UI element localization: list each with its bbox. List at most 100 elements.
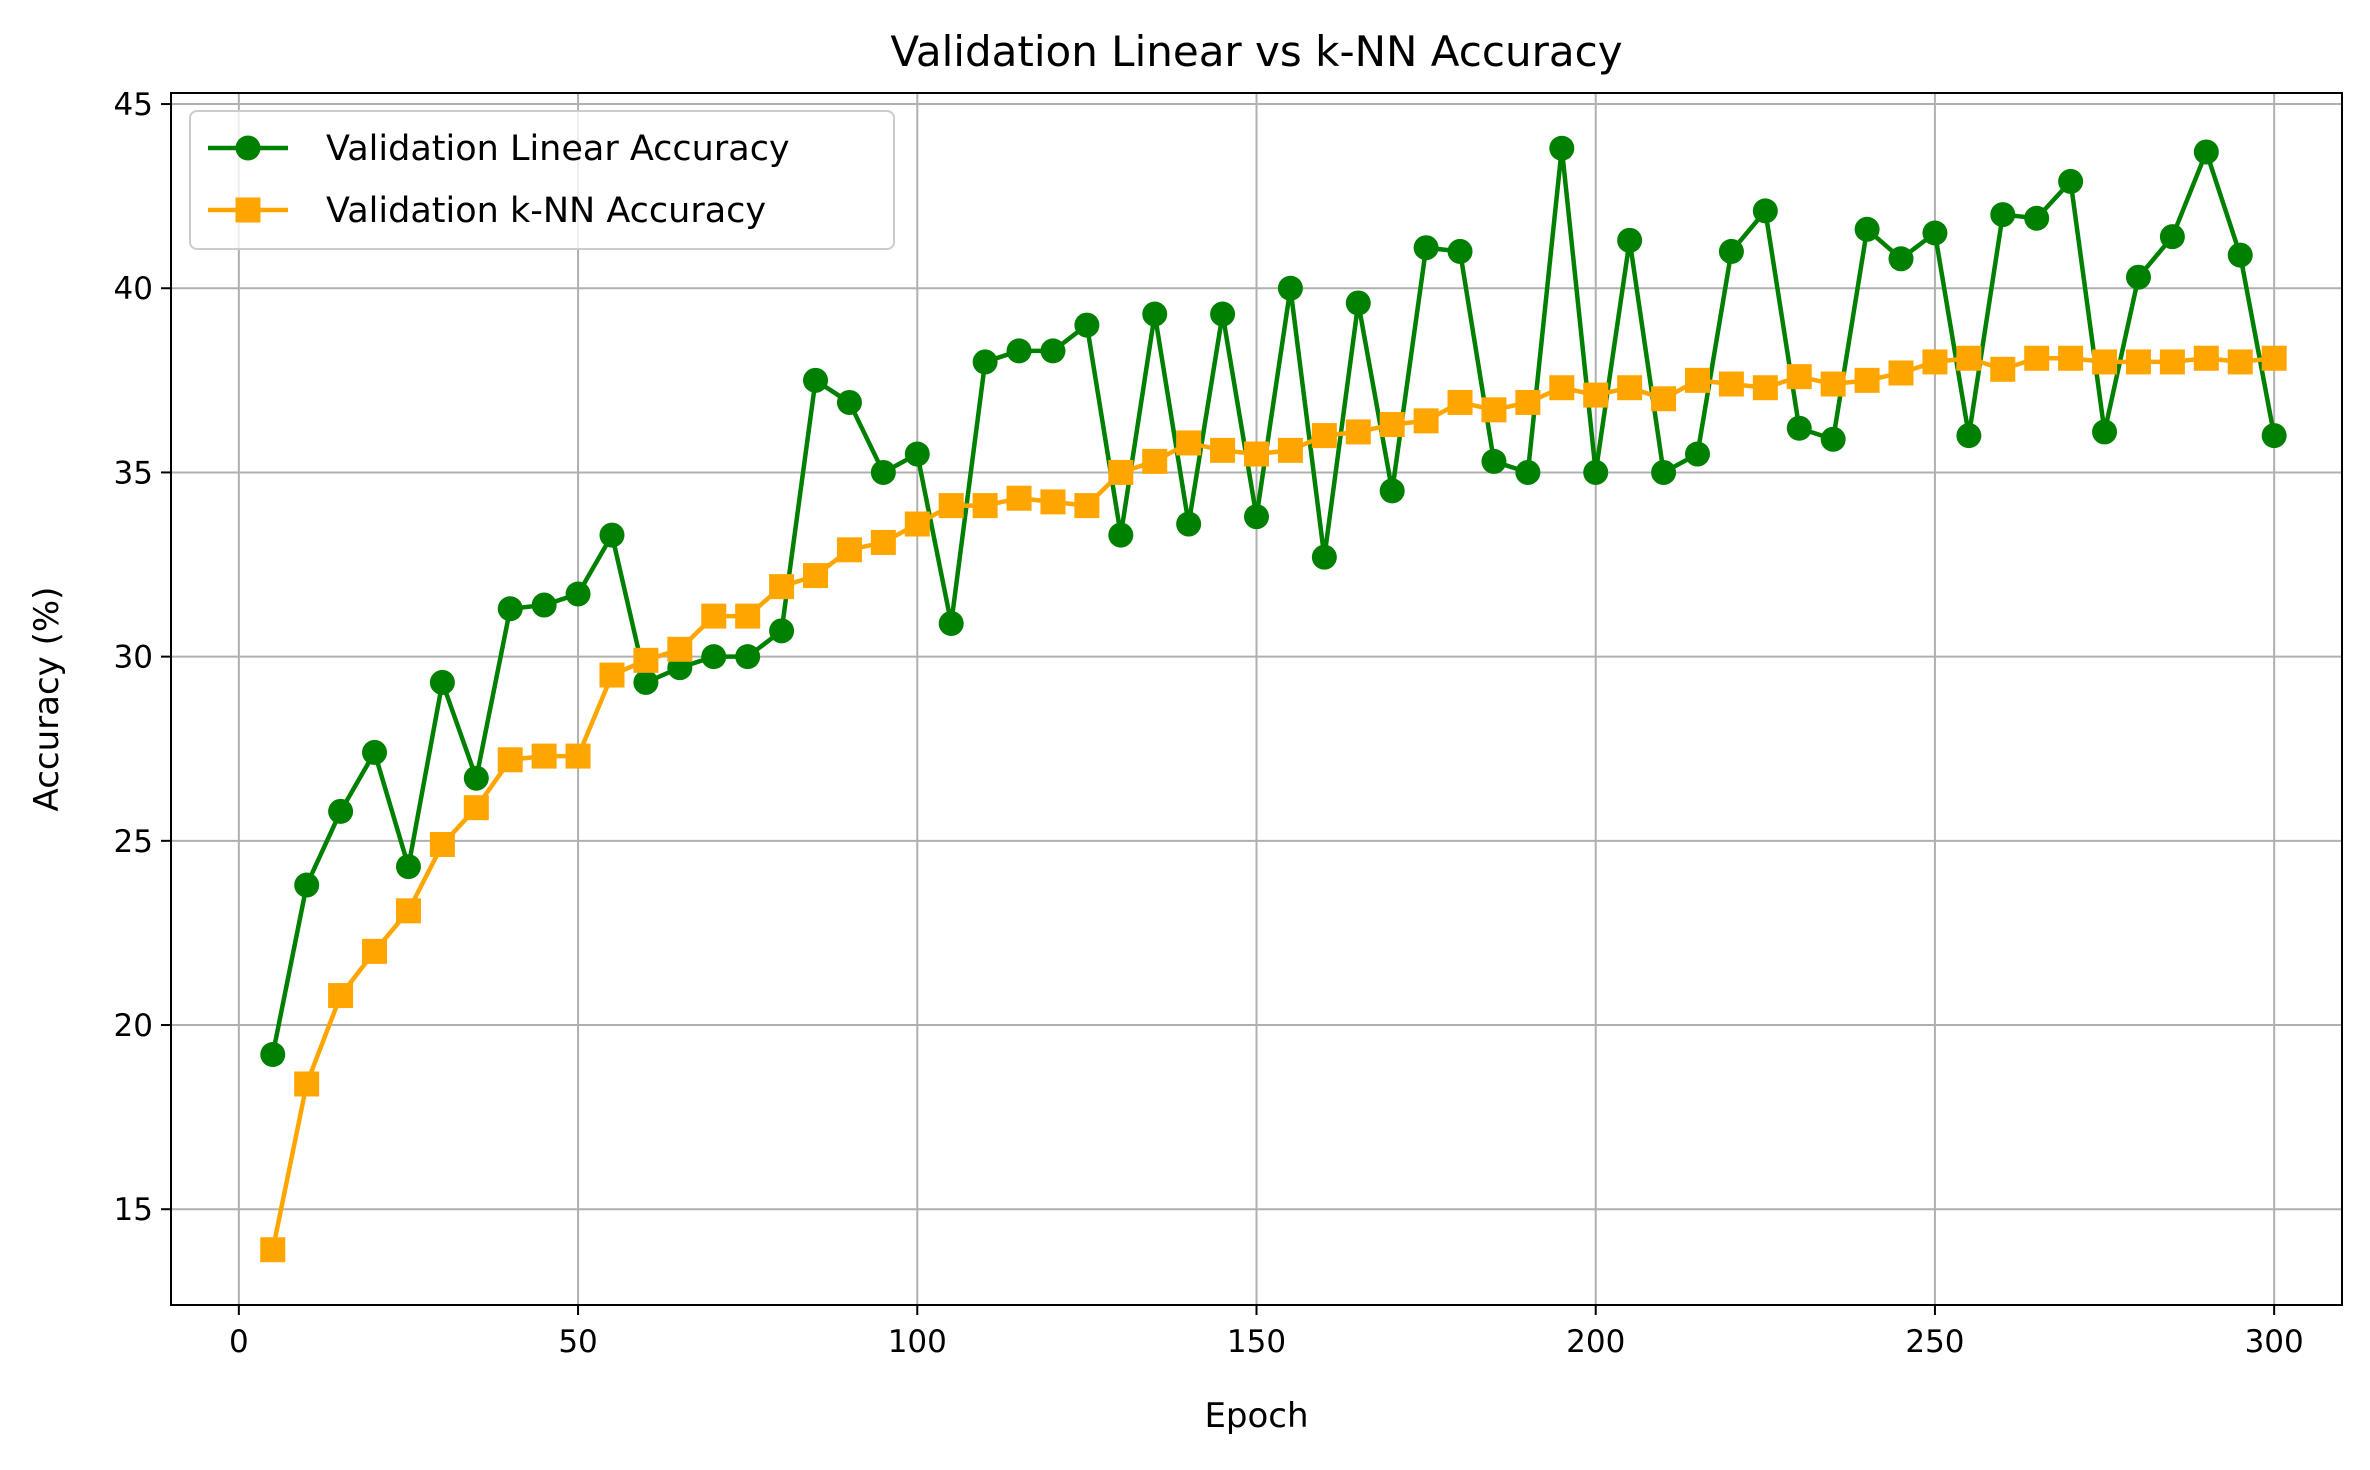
data-point — [1345, 290, 1371, 316]
data-point — [972, 493, 998, 519]
data-point — [1617, 227, 1643, 253]
data-point — [2125, 264, 2151, 290]
data-point — [1379, 478, 1405, 504]
legend: Validation Linear Accuracy Validation k-N… — [189, 110, 895, 250]
data-point — [1176, 511, 1202, 537]
data-point — [1786, 364, 1812, 390]
data-point — [870, 529, 896, 555]
data-point — [1244, 504, 1269, 530]
data-point — [870, 459, 896, 485]
data-point — [633, 669, 659, 695]
data-point — [429, 669, 455, 695]
data-point — [497, 596, 523, 622]
grid — [171, 93, 2342, 1305]
data-point — [2092, 349, 2118, 375]
data-point — [1142, 301, 1168, 327]
data-point — [1549, 135, 1575, 161]
data-point — [735, 603, 761, 629]
y-tick-label: 15 — [114, 1192, 153, 1228]
data-point — [2227, 349, 2253, 375]
data-point — [294, 1071, 320, 1097]
data-point — [2227, 242, 2253, 268]
data-point — [1888, 246, 1914, 272]
data-point — [1515, 389, 1541, 415]
data-point — [1990, 202, 2016, 228]
data-point — [2125, 349, 2151, 375]
data-point — [1617, 375, 1643, 401]
data-point — [701, 603, 727, 629]
data-point — [972, 349, 998, 375]
legend-label: Validation k-NN Accuracy — [326, 191, 766, 231]
series-knn — [260, 345, 2287, 1263]
data-point — [803, 367, 829, 393]
data-point — [328, 983, 354, 1009]
data-point — [1583, 382, 1609, 408]
data-point — [1277, 275, 1303, 301]
ticks: 0 50 100 150 200 250 300 15 20 25 30 35 40 45 — [114, 87, 2304, 1360]
data-point — [260, 1237, 286, 1263]
data-point — [803, 563, 829, 589]
y-tick-label: 35 — [114, 455, 153, 491]
data-point — [2159, 224, 2185, 250]
data-point — [1888, 360, 1914, 386]
x-tick-label: 300 — [2245, 1324, 2304, 1360]
x-tick-label: 50 — [558, 1324, 597, 1360]
data-point — [904, 441, 930, 467]
data-point — [836, 389, 862, 415]
data-point — [1210, 301, 1236, 327]
data-point — [1176, 430, 1202, 456]
data-point — [1752, 198, 1778, 224]
data-point — [735, 644, 761, 670]
data-point — [1820, 426, 1846, 452]
data-point — [1752, 375, 1778, 401]
data-point — [1413, 235, 1439, 261]
legend-box — [189, 110, 895, 250]
data-point — [1786, 415, 1812, 441]
data-point — [1854, 367, 1880, 393]
data-point — [1684, 441, 1710, 467]
data-point — [294, 872, 320, 898]
x-tick-label: 0 — [229, 1324, 249, 1360]
data-point — [633, 647, 659, 673]
data-point — [599, 522, 625, 548]
y-tick-label: 30 — [114, 640, 153, 676]
x-tick-label: 200 — [1566, 1324, 1625, 1360]
y-axis-label: Accuracy (%) — [27, 587, 67, 812]
legend-label: Validation Linear Accuracy — [326, 129, 790, 169]
data-point — [395, 854, 421, 880]
data-point — [1277, 437, 1303, 463]
data-point — [1074, 493, 1100, 519]
series-layer — [260, 135, 2287, 1263]
data-point — [1718, 238, 1744, 264]
data-point — [1922, 349, 1948, 375]
data-point — [836, 537, 862, 563]
data-point — [2159, 349, 2185, 375]
data-point — [2261, 345, 2287, 371]
y-tick-label: 45 — [114, 87, 153, 123]
data-point — [1379, 412, 1405, 438]
data-point — [1549, 375, 1575, 401]
data-point — [1990, 356, 2016, 382]
data-point — [1311, 544, 1337, 570]
data-point — [1651, 386, 1677, 412]
chart-title: Validation Linear vs k-NN Accuracy — [890, 27, 1622, 76]
data-point — [531, 743, 557, 769]
data-point — [531, 592, 557, 618]
data-point — [1345, 419, 1371, 445]
data-point — [1956, 345, 1982, 371]
data-point — [1413, 408, 1439, 434]
data-point — [1481, 448, 1507, 474]
data-point — [769, 618, 795, 644]
data-point — [1006, 338, 1032, 364]
data-point — [2193, 345, 2219, 371]
data-point — [565, 581, 591, 607]
legend-marker — [235, 135, 261, 161]
data-point — [938, 493, 964, 519]
data-point — [1108, 459, 1134, 485]
data-point — [1311, 423, 1337, 449]
data-point — [2024, 345, 2050, 371]
data-point — [2261, 423, 2287, 449]
data-point — [463, 765, 489, 791]
